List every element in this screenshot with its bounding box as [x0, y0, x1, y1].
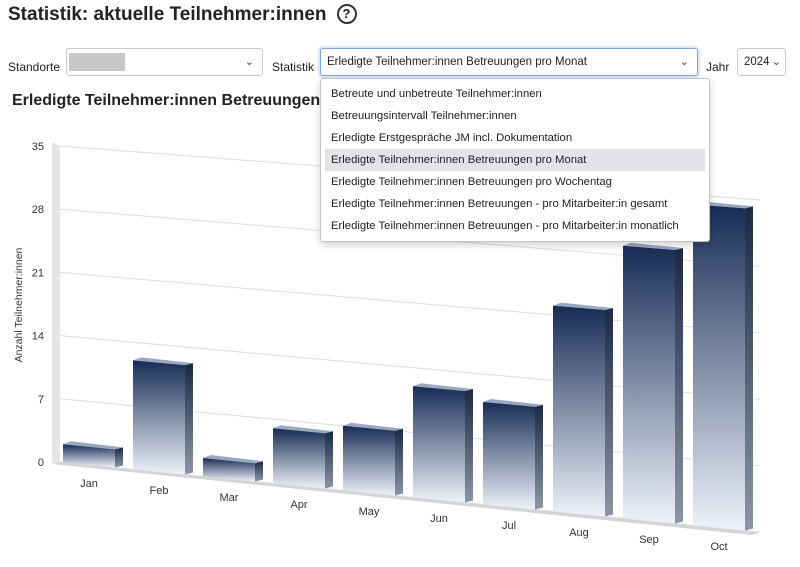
- bar-side: [605, 308, 613, 517]
- bar-side: [255, 461, 263, 482]
- question-circle-icon[interactable]: ?: [336, 4, 357, 24]
- bar-side: [395, 428, 403, 496]
- x-tick-label: Aug: [569, 527, 589, 539]
- bar-top: [63, 441, 123, 450]
- bar-side: [465, 388, 473, 503]
- statistik-label: Statistik: [272, 60, 315, 74]
- standorte-label: Standorte: [8, 60, 61, 74]
- bar: [553, 305, 605, 517]
- dropdown-option[interactable]: Erledigte Teilnehmer:innen Betreuungen -…: [331, 220, 679, 232]
- bar-top: [413, 383, 473, 391]
- dropdown-option[interactable]: Betreute und unbetreute Teilnehmer:innen: [331, 88, 542, 100]
- chevron-down-icon: ⌄: [771, 56, 781, 68]
- redacted-value: [69, 53, 125, 71]
- x-tick-label: Feb: [150, 485, 169, 497]
- bar-top: [133, 357, 193, 366]
- statistik-select-value: Erledigte Teilnehmer:innen Betreuungen p…: [327, 56, 587, 68]
- y-axis-label: Anzahl Teilnehmer:innen: [13, 247, 25, 362]
- statistik-select[interactable]: Erledigte Teilnehmer:innen Betreuungen p…: [320, 48, 698, 76]
- chart-section-title: Erledigte Teilnehmer:innen Betreuungen: [12, 92, 321, 109]
- dropdown-option[interactable]: Betreuungsintervall Teilnehmer:innen: [331, 110, 517, 122]
- bar-side: [325, 431, 333, 489]
- bar: [63, 444, 115, 468]
- standorte-select[interactable]: ⌄: [66, 48, 263, 76]
- bar: [693, 204, 745, 531]
- bar-top: [203, 455, 263, 464]
- bar-side: [745, 206, 753, 531]
- bar: [483, 401, 535, 510]
- bar-side: [185, 363, 193, 475]
- bar-top: [483, 398, 543, 407]
- dropdown-option[interactable]: Erledigte Erstgespräche JM incl. Dokumen…: [331, 132, 573, 144]
- bar: [203, 458, 255, 482]
- y-tick-label: 14: [32, 331, 44, 343]
- x-tick-label: May: [359, 506, 380, 518]
- jahr-select-value: 2024: [744, 56, 770, 68]
- statistik-dropdown-menu: Betreute und unbetreute Teilnehmer:innen…: [320, 78, 710, 242]
- x-tick-label: Mar: [220, 492, 239, 504]
- x-tick-label: Oct: [710, 541, 727, 553]
- bar: [623, 245, 675, 524]
- x-tick-label: Apr: [290, 499, 307, 511]
- dropdown-option-selected[interactable]: Erledigte Teilnehmer:innen Betreuungen p…: [325, 149, 705, 171]
- x-tick-label: Jul: [502, 520, 516, 532]
- bar: [413, 386, 465, 503]
- y-tick-label: 28: [32, 204, 44, 216]
- y-tick-label: 35: [32, 141, 44, 153]
- bar-top: [623, 242, 683, 251]
- x-tick-label: Jun: [430, 513, 448, 525]
- page-title: Statistik: aktuelle Teilnehmer:innen?: [8, 4, 357, 26]
- bar-side: [675, 248, 683, 524]
- jahr-select[interactable]: 2024 ⌄: [737, 48, 786, 76]
- chart-side-wall: [52, 142, 60, 464]
- bar-top: [273, 425, 333, 434]
- bar: [133, 360, 185, 475]
- bar-side: [115, 447, 123, 468]
- chart-floor: [52, 462, 760, 535]
- x-tick-label: Sep: [639, 534, 659, 546]
- bar-side: [535, 404, 543, 510]
- y-tick-label: 0: [38, 457, 44, 469]
- bar: [343, 425, 395, 496]
- jahr-label: Jahr: [706, 60, 730, 74]
- chevron-down-icon: ⌄: [244, 56, 254, 68]
- chevron-down-icon: ⌄: [679, 56, 689, 68]
- bar-top: [343, 422, 403, 431]
- x-tick-label: Jan: [80, 478, 98, 490]
- y-tick-label: 21: [32, 267, 44, 279]
- bar: [273, 428, 325, 489]
- bar-top: [553, 302, 613, 311]
- y-tick-label: 7: [38, 394, 44, 406]
- dropdown-option[interactable]: Erledigte Teilnehmer:innen Betreuungen -…: [331, 198, 668, 210]
- dropdown-option[interactable]: Erledigte Teilnehmer:innen Betreuungen p…: [331, 176, 612, 188]
